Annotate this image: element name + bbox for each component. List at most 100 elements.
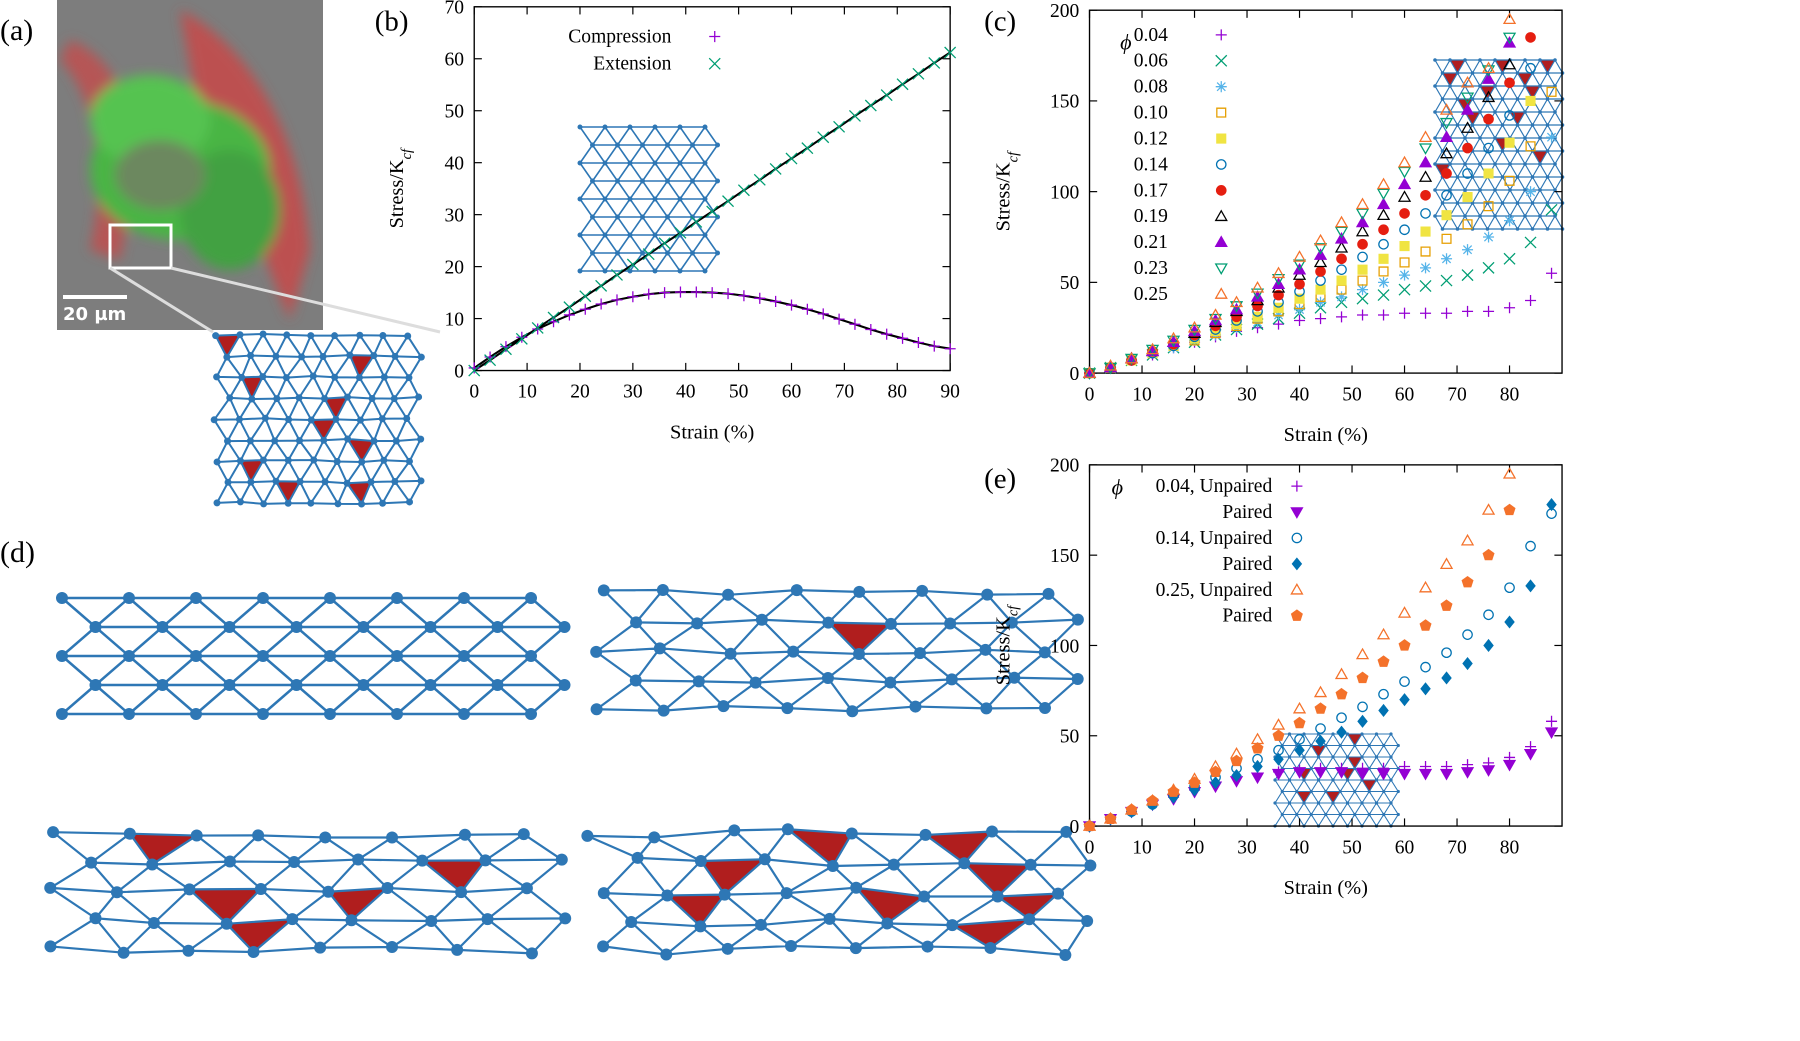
- lattice-node: [247, 478, 255, 486]
- lattice-node: [290, 621, 303, 633]
- marker: [1377, 289, 1390, 302]
- marker: [1355, 647, 1370, 660]
- marker: [944, 343, 956, 355]
- marker: [1292, 250, 1307, 262]
- marker: [1357, 309, 1369, 321]
- marker: [1210, 776, 1221, 790]
- lattice-node: [602, 268, 608, 274]
- lattice-node: [44, 940, 57, 953]
- marker: [1420, 226, 1431, 237]
- legend-label: 0.17: [1134, 180, 1168, 201]
- marker: [1357, 701, 1368, 713]
- marker: [1315, 296, 1327, 308]
- lattice-node: [692, 675, 705, 688]
- defect-triangle: [215, 334, 241, 358]
- lattice-node: [331, 332, 339, 340]
- lattice-node: [1302, 732, 1306, 736]
- lattice-node: [1515, 149, 1520, 153]
- marker: [1441, 671, 1452, 685]
- lattice-node: [381, 882, 394, 895]
- lattice-node: [390, 395, 398, 403]
- marker: [1420, 661, 1431, 673]
- marker: [1420, 262, 1432, 274]
- lattice-node: [1545, 175, 1550, 179]
- legend-label: Paired: [1222, 554, 1272, 575]
- marker: [1460, 103, 1475, 115]
- lattice-node: [1345, 778, 1350, 782]
- lattice-node: [1478, 58, 1482, 62]
- marker: [563, 309, 575, 321]
- marker: [801, 303, 813, 315]
- lattice-node: [945, 673, 958, 686]
- marker: [1419, 280, 1432, 292]
- lattice-node: [223, 353, 231, 361]
- marker: [1336, 275, 1347, 286]
- lattice-node: [958, 857, 971, 870]
- lattice-node: [640, 142, 645, 148]
- lattice-node: [1273, 801, 1277, 805]
- lattice-node: [1345, 732, 1350, 736]
- marker: [1378, 239, 1389, 250]
- lattice-node: [288, 856, 301, 869]
- lattice-node: [577, 196, 583, 202]
- marker: [944, 46, 957, 59]
- x-tick-label: 0: [1085, 837, 1095, 858]
- marker: [1377, 655, 1390, 667]
- lattice-node: [355, 373, 363, 381]
- lattice-node: [210, 416, 218, 424]
- lattice-node: [780, 887, 793, 900]
- marker: [1231, 768, 1242, 783]
- x-tick-label: 20: [1185, 837, 1205, 858]
- lattice-node: [1382, 789, 1386, 794]
- lattice-node: [290, 679, 303, 691]
- lattice-node: [884, 676, 897, 689]
- marker: [1462, 656, 1473, 671]
- lattice-node: [1023, 913, 1036, 926]
- defect-triangle: [347, 438, 374, 462]
- lattice-node: [615, 250, 620, 256]
- marker: [1208, 308, 1223, 320]
- defect-triangle: [1347, 757, 1362, 769]
- marker: [1504, 77, 1515, 89]
- lattice-node: [1448, 162, 1452, 166]
- lattice-node: [602, 232, 608, 238]
- lattice-node: [1433, 162, 1437, 166]
- chart: (b) 0 10 20 30 40 50 60 70 80 90 0 10 20 30 40 50 60 70 Str…: [375, 0, 960, 444]
- marker: [1483, 305, 1495, 317]
- lattice-node: [356, 416, 364, 424]
- lattice-node: [272, 477, 280, 485]
- lattice-node: [252, 829, 265, 842]
- lattice-node: [1470, 71, 1475, 75]
- lattice-node: [424, 621, 437, 633]
- marker: [1271, 266, 1286, 279]
- marker: [1502, 12, 1517, 25]
- y-axis-label-main: Stress/K: [993, 616, 1015, 685]
- lattice-node: [386, 941, 399, 954]
- lattice-node: [590, 250, 595, 256]
- marker: [1523, 749, 1538, 761]
- lattice-node: [1389, 778, 1393, 782]
- lattice-node: [1374, 755, 1379, 759]
- lattice-node: [1071, 613, 1084, 626]
- defect-triangle: [1525, 86, 1540, 99]
- marker: [1229, 302, 1244, 315]
- lattice-node: [379, 499, 387, 507]
- lattice-node: [648, 831, 661, 844]
- lattice-node: [1455, 227, 1460, 231]
- marker: [1481, 503, 1496, 515]
- defect-triangle: [240, 460, 264, 483]
- defect-triangle: [226, 919, 293, 952]
- marker: [865, 323, 877, 336]
- legend-label: Paired: [1222, 606, 1272, 627]
- marker: [690, 215, 703, 228]
- lattice-node: [665, 178, 670, 184]
- lattice-node: [1367, 812, 1371, 817]
- marker: [1460, 533, 1475, 546]
- lattice-node: [1309, 789, 1313, 794]
- marker: [706, 205, 719, 218]
- marker: [626, 258, 639, 271]
- lattice-node: [298, 353, 306, 361]
- lattice-node: [590, 142, 595, 148]
- lattice-node: [984, 941, 997, 954]
- lattice-node: [117, 946, 130, 959]
